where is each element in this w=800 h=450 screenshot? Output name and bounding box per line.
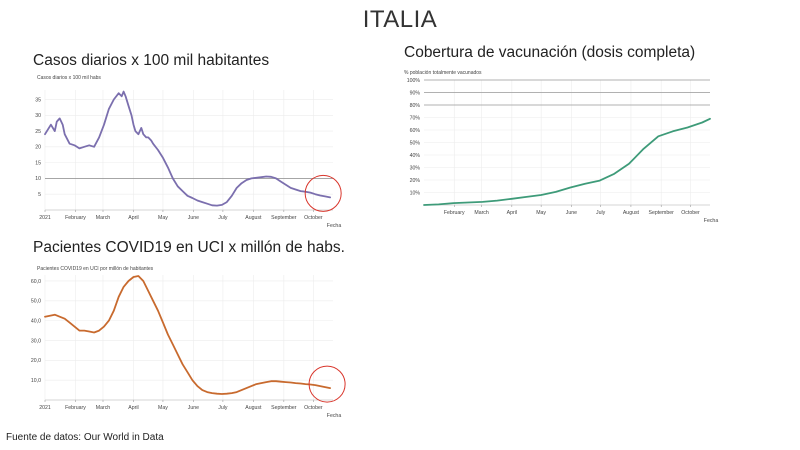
casos-ytick-label: 15	[35, 160, 41, 166]
uci-ytick-label: 40,0	[31, 318, 41, 324]
casos-xtick-label: October	[304, 215, 323, 221]
casos-highlight-circle	[304, 174, 342, 212]
casos-ytick-label: 30	[35, 113, 41, 119]
uci-ytick-label: 30,0	[31, 338, 41, 344]
vacunacion-ytick-label: 20%	[410, 178, 421, 184]
vacunacion-ytick-label: 90%	[410, 90, 421, 96]
uci-xtick-label: September	[271, 405, 297, 411]
uci-chart-title: Pacientes COVID19 en UCI x millón de hab…	[33, 239, 345, 256]
vacunacion-xtick-label: May	[536, 210, 546, 216]
vacunacion-xtick-label: April	[507, 210, 517, 216]
casos-xtick-label: April	[128, 215, 138, 221]
casos-xtick-label: 2021	[39, 215, 51, 221]
casos-ytick-label: 35	[35, 97, 41, 103]
uci-series-line	[44, 275, 332, 395]
casos-series-line	[44, 90, 332, 207]
uci-xlabel: Fecha	[327, 413, 342, 419]
vacunacion-xtick-label: August	[623, 210, 640, 216]
casos-ylabel: Casos diarios x 100 mil habs	[37, 75, 101, 81]
vacunacion-xtick-label: June	[566, 210, 577, 216]
vacunacion-ytick-label: 40%	[410, 153, 421, 159]
casos-xtick-label: July	[218, 215, 228, 221]
uci-ytick-label: 50,0	[31, 299, 41, 305]
casos-xlabel: Fecha	[327, 223, 342, 229]
casos-ytick-label: 10	[35, 176, 41, 182]
vacunacion-ytick-label: 10%	[410, 190, 421, 196]
uci-ytick-label: 20,0	[31, 358, 41, 364]
casos-ytick-label: 5	[38, 192, 41, 198]
uci-xtick-label: October	[304, 405, 323, 411]
vacunacion-ytick-label: 80%	[410, 103, 421, 109]
casos-xtick-label: March	[96, 215, 111, 221]
vacunacion-ylabel: % población totalmente vacunados	[404, 70, 482, 76]
uci-xtick-label: February	[65, 405, 86, 411]
vacunacion-chart-title: Cobertura de vacunación (dosis completa)	[404, 44, 696, 61]
uci-xtick-label: March	[96, 405, 111, 411]
vacunacion-xtick-label: July	[596, 210, 606, 216]
vacunacion-ytick-label: 30%	[410, 165, 421, 171]
vacunacion-ytick-label: 50%	[410, 140, 421, 146]
casos-xtick-label: June	[188, 215, 199, 221]
uci-xtick-label: August	[245, 405, 262, 411]
data-source-footer: Fuente de datos: Our World in Data	[6, 432, 164, 443]
uci-xtick-label: July	[218, 405, 228, 411]
casos-xtick-label: August	[245, 215, 262, 221]
vacunacion-xtick-label: September	[648, 210, 674, 216]
casos-xtick-label: September	[271, 215, 297, 221]
uci-ylabel: Pacientes COVID19 en UCI por millón de h…	[37, 266, 154, 272]
casos-xtick-label: February	[65, 215, 86, 221]
vacunacion-ytick-label: 70%	[410, 115, 421, 121]
uci-xtick-label: May	[158, 405, 168, 411]
casos-chart-title: Casos diarios x 100 mil habitantes	[33, 52, 270, 69]
page-title: ITALIA	[362, 6, 438, 33]
uci-xtick-label: 2021	[39, 405, 51, 411]
casos-ytick-label: 25	[35, 129, 41, 135]
uci-ytick-label: 60,0	[31, 279, 41, 285]
vacunacion-series-line	[423, 117, 711, 206]
uci-highlight-circle	[308, 365, 346, 403]
vacunacion-xtick-label: March	[474, 210, 489, 216]
casos-xtick-label: May	[158, 215, 168, 221]
casos-ytick-label: 20	[35, 145, 41, 151]
vacunacion-ytick-label: 100%	[407, 78, 421, 84]
vacunacion-xtick-label: February	[444, 210, 465, 216]
vacunacion-xtick-label: October	[681, 210, 700, 216]
uci-xtick-label: April	[128, 405, 138, 411]
vacunacion-ytick-label: 60%	[410, 128, 421, 134]
uci-xtick-label: June	[188, 405, 199, 411]
uci-ytick-label: 10,0	[31, 378, 41, 384]
vacunacion-xlabel: Fecha	[704, 218, 719, 224]
